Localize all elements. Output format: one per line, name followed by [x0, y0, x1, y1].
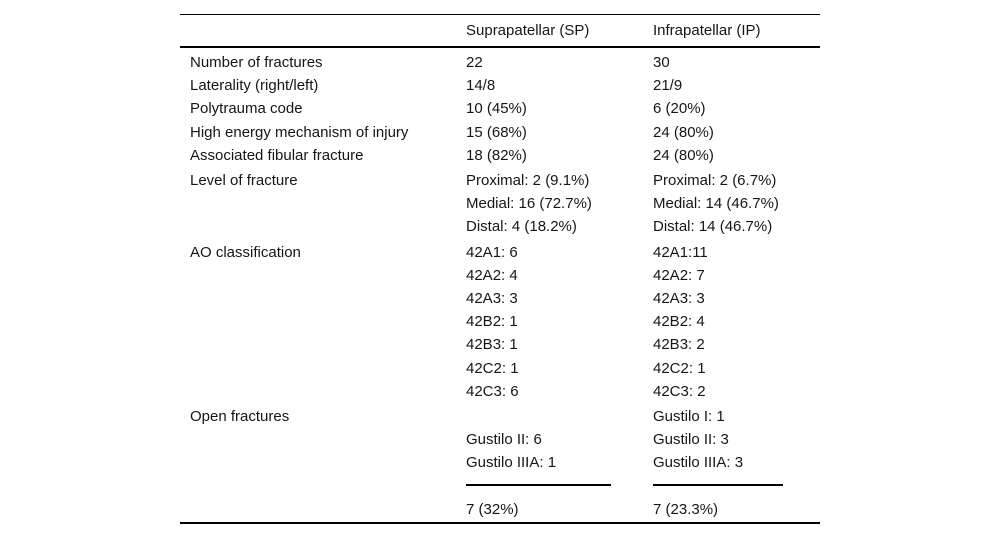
cell-line: 42C2: 1	[466, 359, 519, 377]
row-label: Number of fractures	[190, 54, 323, 71]
cell-line: Proximal: 2 (9.1%)	[466, 172, 590, 190]
table-row: High energy mechanism of injury 15 (68%) 2…	[180, 121, 820, 144]
cell-line: 21/9	[653, 77, 683, 95]
cell-line: 24 (80%)	[653, 146, 714, 164]
cell-line: 42A3: 3	[466, 289, 518, 307]
cell-line: 6 (20%)	[653, 100, 706, 118]
column-header-suprapatellar: Suprapatellar (SP)	[466, 22, 590, 39]
table-row: Number of fractures 22 30	[180, 51, 820, 74]
row-label: Open fractures	[190, 407, 290, 425]
cell-line: 42A1:11	[653, 243, 708, 261]
cell-line: Gustilo IIIA: 3	[653, 454, 744, 472]
table-row: Laterality (right/left) 14/8 21/9	[180, 74, 820, 97]
ip-cell: Gustilo I: 1 Gustilo II: 3 Gustilo IIIA: 3…	[653, 405, 820, 521]
sp-cell: Proximal: 2 (9.1%) Medial: 16 (72.7%) Dist…	[466, 169, 653, 239]
cell-line: 24 (80%)	[653, 123, 714, 141]
cell-line: Gustilo I: 1	[653, 407, 725, 425]
table-header-row: Suprapatellar (SP) Infrapatellar (IP)	[180, 15, 820, 48]
ip-cell: 21/9	[653, 74, 820, 97]
ip-cell: 24 (80%)	[653, 121, 820, 144]
cell-line	[466, 405, 653, 428]
sp-cell: 15 (68%)	[466, 121, 653, 144]
cell-line: 42C3: 6	[466, 382, 519, 400]
table-row: Level of fracture Proximal: 2 (9.1%) Media…	[180, 167, 820, 239]
cell-line: 15 (68%)	[466, 123, 527, 141]
cell-line: 42B3: 1	[466, 336, 518, 354]
cell-line: 7 (23.3%)	[653, 500, 719, 518]
cell-line: Gustilo IIIA: 1	[466, 454, 557, 472]
table-row: Associated fibular fracture 18 (82%) 24 (8…	[180, 144, 820, 167]
cell-line: 42C2: 1	[653, 359, 706, 377]
table-row: Polytrauma code 10 (45%) 6 (20%)	[180, 97, 820, 120]
column-header-infrapatellar: Infrapatellar (IP)	[653, 22, 761, 39]
cell-line: 42A1: 6	[466, 243, 518, 261]
sp-cell: 14/8	[466, 74, 653, 97]
row-label: AO classification	[190, 243, 301, 261]
ip-cell: Proximal: 2 (6.7%) Medial: 14 (46.7%) Dist…	[653, 169, 820, 239]
cell-line: Medial: 16 (72.7%)	[466, 195, 592, 213]
ip-cell: 42A1:11 42A2: 7 42A3: 3 42B2: 4 42B3: 2 42C2:…	[653, 241, 820, 403]
sp-cell: Gustilo II: 6 Gustilo IIIA: 1 7 (32%)	[466, 405, 653, 521]
cell-line: 42A2: 7	[653, 266, 705, 284]
row-label: High energy mechanism of injury	[190, 123, 409, 141]
sp-cell: 18 (82%)	[466, 144, 653, 167]
cell-line: Proximal: 2 (6.7%)	[653, 172, 777, 190]
sp-cell: 42A1: 6 42A2: 4 42A3: 3 42B2: 1 42B3: 1 42C2:…	[466, 241, 653, 403]
cell-line: 42B3: 2	[653, 336, 705, 354]
cell-line: 30	[653, 54, 670, 71]
ip-cell: 30	[653, 51, 820, 74]
sp-cell: 22	[466, 51, 653, 74]
cell-line: 14/8	[466, 77, 496, 95]
subtotal-rule	[653, 474, 820, 497]
cell-line: Distal: 4 (18.2%)	[466, 218, 577, 236]
cell-line: 42C3: 2	[653, 382, 706, 400]
cell-line: 42A3: 3	[653, 289, 705, 307]
row-label: Level of fracture	[190, 172, 298, 190]
cell-line: 10 (45%)	[466, 100, 527, 118]
study-table: Suprapatellar (SP) Infrapatellar (IP) Nu…	[180, 14, 820, 524]
cell-line: 42A2: 4	[466, 266, 518, 284]
table-row: Open fractures Gustilo II: 6 Gustilo IIIA…	[180, 403, 820, 521]
ip-cell: 24 (80%)	[653, 144, 820, 167]
cell-line: 18 (82%)	[466, 146, 527, 164]
cell-line: 22	[466, 54, 483, 71]
row-label: Laterality (right/left)	[190, 77, 319, 95]
subtotal-rule	[466, 474, 653, 497]
sp-cell: 10 (45%)	[466, 97, 653, 120]
cell-line: Gustilo II: 3	[653, 431, 729, 449]
cell-line: 42B2: 1	[466, 313, 518, 331]
cell-line: Gustilo II: 6	[466, 431, 542, 449]
cell-line: Distal: 14 (46.7%)	[653, 218, 773, 236]
cell-line: 42B2: 4	[653, 313, 705, 331]
cell-line: Medial: 14 (46.7%)	[653, 195, 779, 213]
row-label: Associated fibular fracture	[190, 146, 364, 164]
table-body: Number of fractures 22 30 Laterality (right…	[180, 48, 820, 522]
table-row: AO classification 42A1: 6 42A2: 4 42A3: 3 42…	[180, 239, 820, 403]
row-label: Polytrauma code	[190, 100, 303, 118]
ip-cell: 6 (20%)	[653, 97, 820, 120]
cell-line: 7 (32%)	[466, 500, 519, 518]
